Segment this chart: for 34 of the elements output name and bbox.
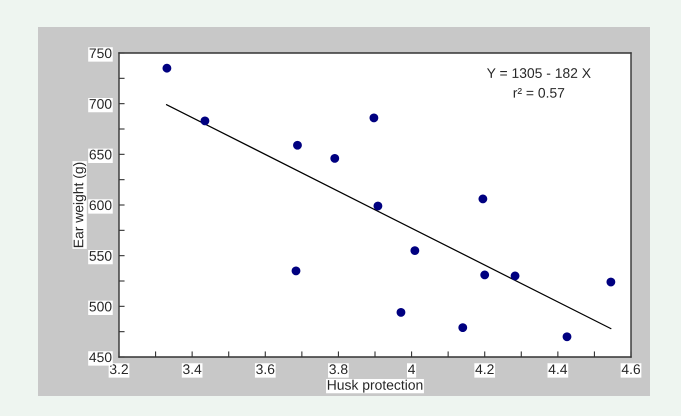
x-tick-label: 4.6 [622, 364, 640, 374]
point [293, 140, 302, 150]
x-tick-label: 3.6 [256, 364, 274, 374]
y-axis-title: Ear weight (g) [73, 162, 86, 248]
y-tick-label: 700 [90, 99, 112, 109]
point [370, 113, 378, 122]
point [200, 116, 210, 126]
y-tick-label: 600 [90, 200, 112, 210]
y-tick-label: 450 [89, 352, 112, 362]
point [606, 278, 616, 286]
x-tick-label: 4 [408, 364, 416, 374]
point [562, 332, 572, 342]
x-axis-title: Husk protection [328, 380, 422, 393]
annotation: Y = 1305 - 182 X [486, 68, 591, 78]
x-tick-label: 3.8 [329, 364, 348, 374]
x-tick-label: 3.2 [110, 364, 128, 374]
point [292, 266, 300, 276]
x-tick-label: 4.4 [548, 364, 568, 374]
y-tick-label: 650 [90, 150, 112, 160]
point [480, 270, 490, 280]
point [458, 323, 468, 332]
point [410, 246, 420, 255]
y-tick-label: 550 [89, 251, 112, 261]
x-tick-label: 4.2 [475, 364, 494, 374]
y-tick-label: 750 [90, 48, 112, 58]
point [330, 154, 340, 163]
annotation: r² = 0.57 [514, 88, 564, 98]
point [478, 194, 488, 204]
point [162, 64, 172, 73]
y-tick-label: 500 [89, 302, 112, 312]
point [510, 272, 520, 280]
x-tick-label: 3.4 [183, 364, 202, 374]
point [374, 202, 382, 210]
point [396, 308, 406, 317]
